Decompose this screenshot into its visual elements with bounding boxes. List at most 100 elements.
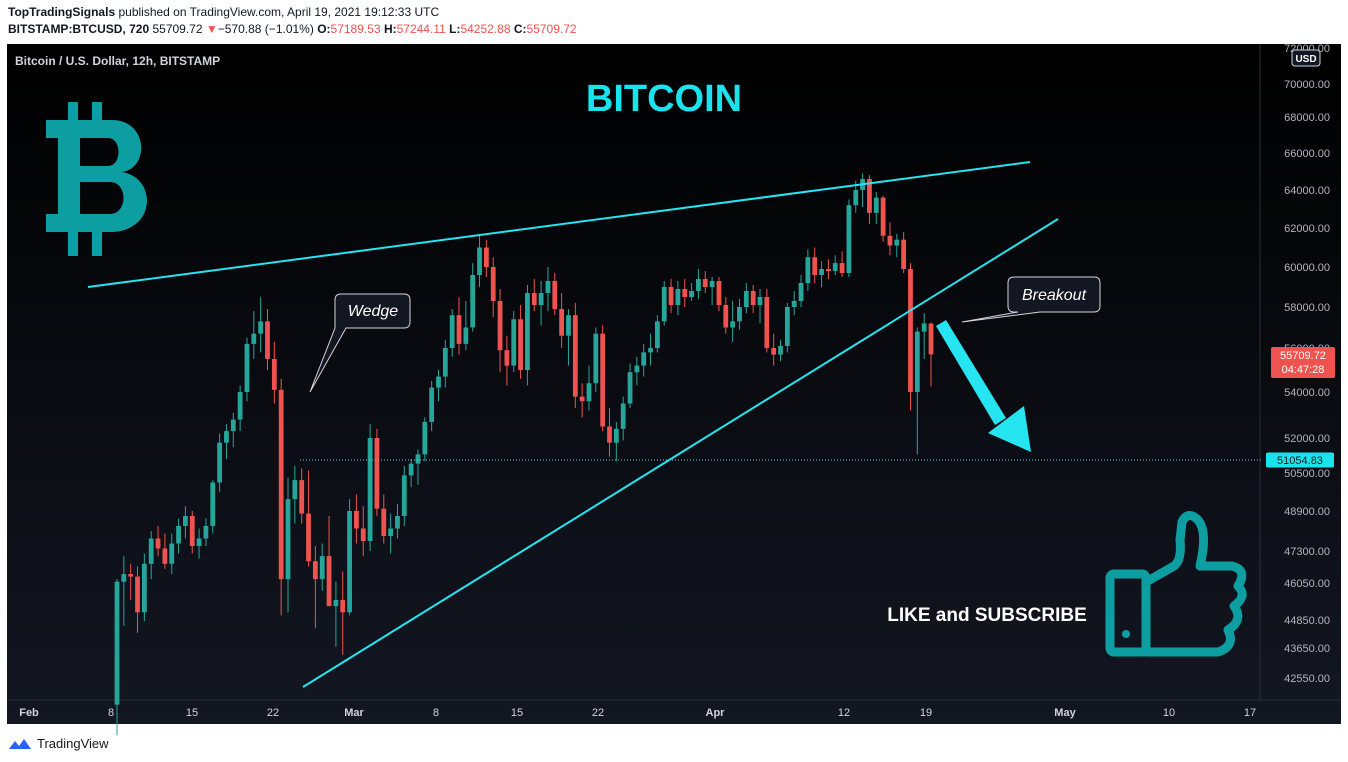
candle — [306, 470, 311, 567]
candle — [333, 581, 339, 647]
price-tick-label: 42550.00 — [1284, 673, 1330, 685]
close-value: 55709.72 — [526, 22, 577, 36]
candle-body — [757, 297, 763, 305]
candle-body — [347, 511, 352, 613]
bitcoin-logo-icon — [46, 102, 147, 256]
candle-body — [545, 281, 551, 293]
candle-body — [449, 315, 455, 348]
projection-arrow-icon[interactable] — [936, 320, 1031, 452]
candle-body — [668, 287, 674, 305]
candle — [511, 311, 517, 373]
candle — [203, 518, 209, 546]
candle-body — [696, 279, 701, 291]
footer-brand[interactable]: TradingView — [37, 736, 109, 751]
thumbs-up-icon[interactable] — [1105, 511, 1247, 657]
time-axis[interactable]: Feb 8 15 22 Mar 8 15 22 Apr 12 19 May 10 17 — [19, 707, 1256, 719]
lower-wedge-line[interactable] — [302, 218, 1059, 688]
candle — [265, 309, 270, 370]
candle-body — [483, 247, 489, 267]
high-label: H: — [383, 22, 397, 36]
candle-body — [196, 538, 202, 546]
price-tick-label: 58000.00 — [1284, 302, 1330, 314]
candle — [839, 251, 845, 277]
candle-body — [401, 475, 407, 516]
last-price-badge — [1271, 347, 1335, 378]
candle-body — [354, 511, 359, 529]
wedge-callout[interactable]: Wedge — [309, 293, 411, 393]
candle-body — [620, 403, 626, 429]
candle-body — [867, 178, 872, 213]
candle — [750, 285, 756, 314]
currency-badge[interactable] — [1291, 49, 1321, 67]
candle — [928, 322, 934, 387]
candle-body — [914, 331, 920, 392]
candle-body — [764, 297, 770, 348]
candle-body — [162, 548, 168, 564]
candle — [196, 528, 202, 559]
candle-body — [381, 508, 387, 536]
candle-body — [819, 269, 824, 275]
price-tick-label: 50500.00 — [1284, 468, 1330, 480]
candle — [791, 291, 797, 316]
symbol-label: BITSTAMP:BTCUSD, 720 — [8, 22, 150, 36]
candle-body — [292, 480, 298, 500]
candle — [607, 408, 612, 457]
candle — [312, 546, 318, 629]
candle — [620, 396, 626, 441]
candle — [559, 293, 565, 348]
candle — [552, 273, 558, 316]
candle — [826, 259, 831, 279]
candle — [278, 378, 284, 616]
open-value: 57189.53 — [330, 22, 381, 36]
author-name[interactable]: TopTradingSignals — [8, 5, 116, 19]
price-axis[interactable]: 72000.0070000.0068000.0066000.0064000.00… — [1284, 43, 1330, 685]
tradingview-logo-icon[interactable] — [8, 737, 32, 751]
candle-body — [470, 275, 476, 328]
candle-body — [511, 319, 517, 366]
candle — [737, 299, 742, 330]
candle — [477, 233, 482, 287]
candle-body — [135, 576, 140, 613]
candle-body — [709, 281, 715, 287]
candle — [894, 233, 900, 258]
candle — [600, 325, 606, 432]
breakout-callout[interactable]: Breakout — [961, 276, 1101, 323]
candle — [292, 466, 298, 524]
candle — [415, 449, 421, 485]
candle-body — [716, 281, 722, 305]
candle — [162, 533, 168, 569]
candle — [613, 421, 619, 462]
candle-body — [271, 359, 277, 390]
candle-body — [463, 327, 469, 344]
time-tick-label: 15 — [511, 707, 523, 719]
candle-body — [572, 315, 578, 397]
candle-body — [203, 526, 209, 539]
candle — [675, 281, 681, 316]
open-label: O: — [317, 22, 331, 36]
candle-body — [319, 556, 325, 580]
change-arrow-icon: ▼ — [205, 22, 218, 36]
candle — [230, 412, 236, 448]
high-value: 57244.11 — [396, 22, 446, 36]
candle — [908, 263, 913, 411]
candle-body — [641, 352, 647, 366]
price-tick-label: 62000.00 — [1284, 223, 1330, 235]
time-tick-label: 22 — [267, 707, 279, 719]
candle — [832, 255, 838, 275]
candle-body — [778, 345, 783, 355]
candle — [258, 297, 264, 353]
price-tick-label: 48900.00 — [1284, 506, 1330, 518]
target-level-label: 51054.83 — [1277, 455, 1323, 467]
candle-body — [436, 376, 441, 388]
candle — [340, 571, 346, 655]
candle-body — [743, 291, 749, 307]
candle — [210, 480, 216, 534]
upper-wedge-line[interactable] — [87, 161, 1031, 288]
candle — [798, 275, 804, 307]
candle — [442, 339, 448, 388]
candle-body — [456, 315, 462, 344]
candle-body — [367, 438, 373, 541]
candle-body — [826, 269, 831, 271]
wedge-label: Wedge — [348, 303, 399, 320]
